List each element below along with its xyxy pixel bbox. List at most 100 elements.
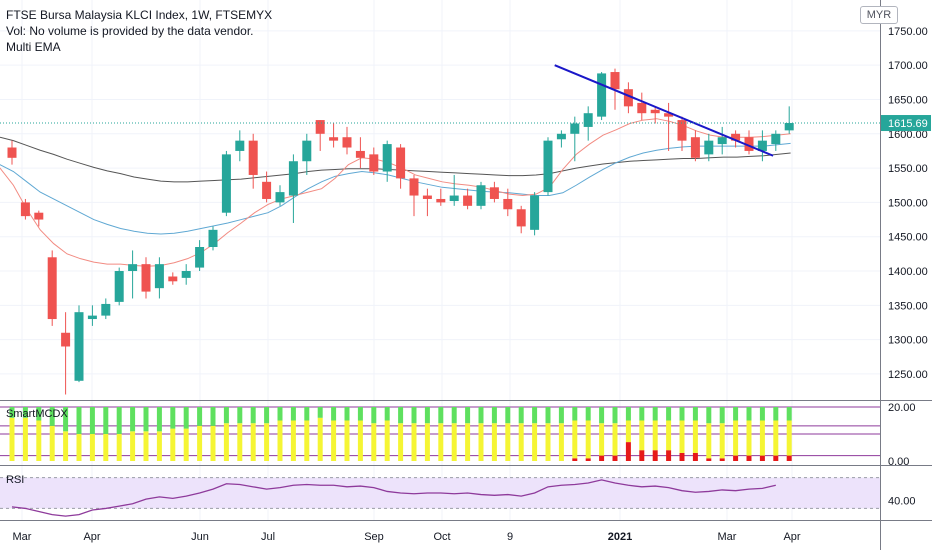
candle-up	[449, 195, 459, 202]
mcdx-yellow-bar	[692, 420, 698, 453]
mcdx-yellow-bar	[612, 423, 618, 456]
price-tick-label: 1550.00	[888, 163, 928, 175]
candle-down	[168, 276, 178, 282]
mcdx-yellow-bar	[599, 423, 605, 456]
mcdx-yellow-bar	[478, 423, 484, 461]
mcdx-yellow-bar	[237, 423, 243, 461]
mcdx-red-bar	[786, 455, 792, 461]
candle-up	[382, 144, 392, 172]
mcdx-yellow-bar	[304, 420, 310, 461]
mcdx-green-bar	[277, 407, 283, 421]
mcdx-red-bar	[666, 450, 672, 461]
price-tick-label: 1250.00	[888, 369, 928, 381]
mcdx-green-bar	[438, 407, 444, 424]
price-tick-label: 1350.00	[888, 300, 928, 312]
mcdx-yellow-bar	[532, 423, 538, 461]
candle-down	[637, 102, 647, 114]
mcdx-yellow-bar	[183, 428, 189, 461]
mcdx-green-bar	[9, 407, 15, 418]
mcdx-yellow-bar	[451, 423, 457, 461]
mcdx-yellow-bar	[89, 434, 95, 461]
mcdx-yellow-bar	[357, 420, 363, 461]
candle-down	[516, 209, 526, 227]
mcdx-green-bar	[371, 407, 377, 424]
mcdx-yellow-bar	[773, 420, 779, 456]
candle-down	[47, 257, 57, 320]
volume-note: Vol: No volume is provided by the data v…	[6, 24, 254, 38]
mcdx-red-bar	[639, 450, 645, 461]
mcdx-red-bar	[759, 455, 765, 461]
smartmcdx-pane-label[interactable]: SmartMCDX	[6, 408, 68, 420]
mcdx-yellow-bar	[585, 420, 591, 459]
mcdx-green-bar	[183, 407, 189, 429]
candle-down	[409, 178, 419, 196]
rsi-pane-label[interactable]: RSI	[6, 474, 25, 486]
mcdx-green-bar	[478, 407, 484, 424]
price-tick-label: 1750.00	[888, 26, 928, 38]
candle-up	[154, 264, 164, 289]
candle-down	[248, 140, 258, 175]
mcdx-green-bar	[317, 407, 323, 418]
candle-down	[396, 147, 406, 179]
chart-title: FTSE Bursa Malaysia KLCI Index, 1W, FTSE…	[6, 8, 273, 22]
mcdx-red-bar	[612, 455, 618, 461]
time-tick-label: 2021	[608, 531, 632, 543]
mcdx-yellow-bar	[733, 420, 739, 456]
mcdx-yellow-bar	[424, 423, 430, 461]
candle-up	[476, 185, 486, 206]
mcdx-green-bar	[398, 407, 404, 424]
mcdx-green-bar	[625, 407, 631, 421]
price-tick-label: 1400.00	[888, 266, 928, 278]
mcdx-green-bar	[76, 407, 82, 434]
mcdx-green-bar	[424, 407, 430, 424]
mcdx-red-bar	[719, 458, 725, 461]
mcdx-tick-label: 0.00	[888, 456, 909, 468]
candle-down	[7, 147, 17, 158]
mcdx-green-bar	[63, 407, 69, 432]
price-tick-label: 1500.00	[888, 197, 928, 209]
mcdx-yellow-bar	[666, 420, 672, 451]
candle-down	[650, 109, 660, 114]
mcdx-green-bar	[652, 407, 658, 421]
last-price-label: 1615.69	[888, 118, 928, 130]
mcdx-yellow-bar	[411, 423, 417, 461]
candle-up	[597, 73, 607, 117]
mcdx-green-bar	[357, 407, 363, 421]
mcdx-green-bar	[465, 407, 471, 424]
price-tick-label: 1650.00	[888, 94, 928, 106]
candle-down	[20, 202, 30, 217]
mcdx-green-bar	[143, 407, 149, 432]
mcdx-green-bar	[22, 407, 28, 418]
candle-down	[731, 133, 741, 141]
mcdx-green-bar	[505, 407, 511, 424]
currency-button[interactable]: MYR	[860, 6, 898, 24]
candle-up	[101, 303, 111, 316]
candle-up	[195, 246, 205, 268]
mcdx-green-bar	[692, 407, 698, 421]
rsi-line	[11, 479, 776, 517]
mcdx-yellow-bar	[22, 417, 28, 461]
candle-down	[342, 137, 352, 148]
mcdx-green-bar	[679, 407, 685, 421]
mcdx-red-bar	[572, 458, 578, 461]
candle-down	[329, 137, 339, 141]
candle-up	[704, 140, 714, 155]
price-tick-label: 1600.00	[888, 129, 928, 141]
candle-down	[623, 89, 633, 107]
candle-up	[543, 140, 553, 193]
mcdx-green-bar	[599, 407, 605, 424]
mcdx-yellow-bar	[706, 423, 712, 459]
candle-down	[369, 154, 379, 172]
mcdx-red-bar	[733, 455, 739, 461]
mcdx-yellow-bar	[49, 425, 55, 461]
indicator-label[interactable]: Multi EMA	[6, 40, 61, 54]
mcdx-green-bar	[558, 407, 564, 424]
time-tick-label: Sep	[364, 531, 384, 543]
mcdx-yellow-bar	[317, 417, 323, 461]
mcdx-yellow-bar	[344, 420, 350, 461]
candle-up	[128, 264, 138, 272]
candle-up	[275, 192, 285, 203]
mcdx-yellow-bar	[505, 423, 511, 461]
candle-down	[422, 195, 432, 199]
